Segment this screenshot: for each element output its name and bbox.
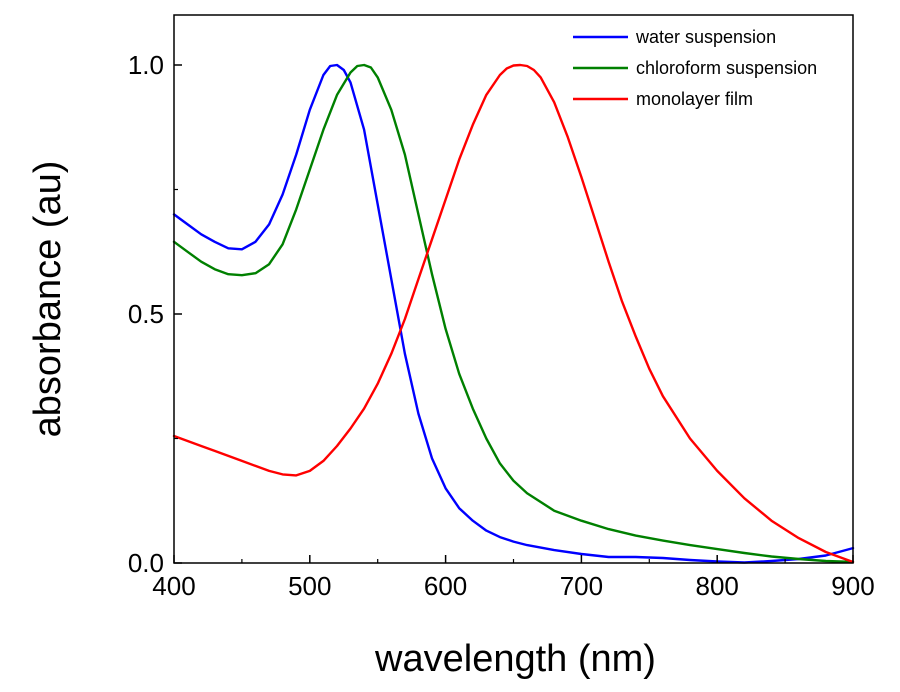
x-tick-label: 700 <box>560 571 603 601</box>
y-tick-label: 1.0 <box>128 50 164 80</box>
x-tick-label: 900 <box>831 571 874 601</box>
series-line-3 <box>172 63 855 564</box>
x-axis-title: wavelength (nm) <box>374 638 656 680</box>
ticks-layer: 400 500 600 700 800 900 0.0 0.5 1.0 <box>128 50 875 601</box>
x-tick-label: 500 <box>288 571 331 601</box>
legend-label: monolayer film <box>636 89 753 109</box>
x-tick-label: 600 <box>424 571 467 601</box>
legend-label: chloroform suspension <box>636 58 817 78</box>
legend: water suspension chloroform suspension mon… <box>573 27 817 109</box>
legend-label: water suspension <box>635 27 776 47</box>
y-tick-label: 0.0 <box>128 548 164 578</box>
x-tick-label: 400 <box>152 571 195 601</box>
y-tick-label: 0.5 <box>128 299 164 329</box>
x-tick-label: 800 <box>696 571 739 601</box>
series-layer <box>172 63 855 564</box>
y-axis-title: absorbance (au) <box>27 161 69 438</box>
series-line-1 <box>172 63 855 564</box>
series-line-2 <box>172 63 855 564</box>
